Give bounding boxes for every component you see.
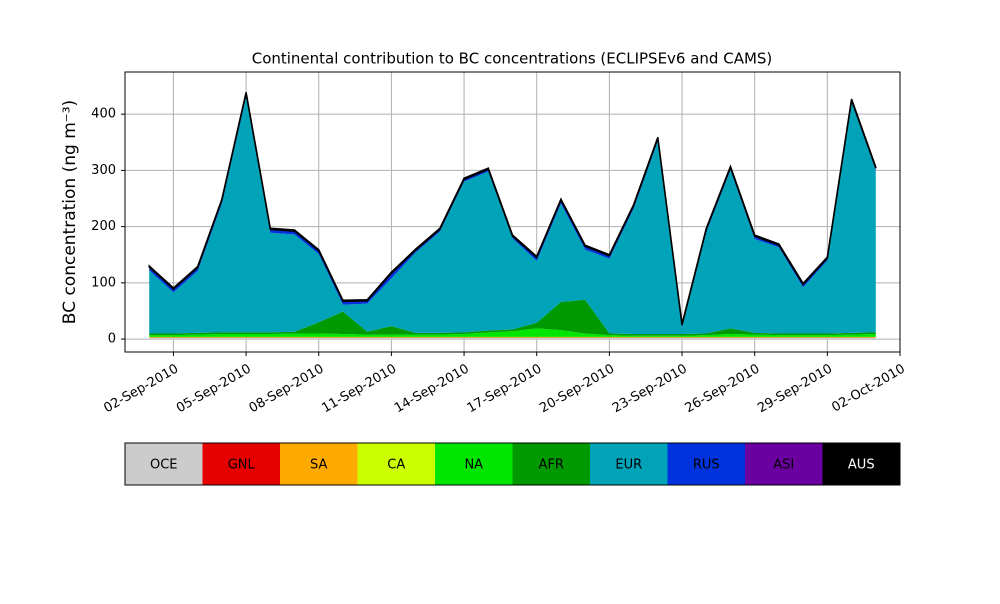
x-tick-label: 20-Sep-2010 [537,362,617,417]
legend-label: AUS [848,458,875,473]
y-tick-label: 0 [108,332,116,347]
x-tick-label: 14-Sep-2010 [392,362,472,417]
y-tick-label: 400 [91,107,116,122]
legend-label: OCE [150,458,178,473]
y-tick-label: 200 [91,219,116,234]
area [149,337,876,338]
x-tick-label: 11-Sep-2010 [319,362,399,417]
areas [149,92,876,339]
area [149,338,876,339]
y-tick-label: 300 [91,163,116,178]
x-tick-label: 02-Oct-2010 [829,362,907,416]
legend-label: ASI [773,458,794,473]
x-tick-label: 17-Sep-2010 [465,362,545,417]
y-axis-label: BC concentration (ng m⁻³) [60,100,80,324]
legend-label: GNL [228,458,256,473]
x-tick-label: 02-Sep-2010 [101,362,181,417]
legend-label: SA [310,458,327,473]
legend-label: EUR [615,458,642,473]
chart-title: Continental contribution to BC concentra… [252,50,773,68]
area [149,97,876,334]
x-tick-label: 23-Sep-2010 [610,362,690,417]
legend-label: RUS [693,458,720,473]
legend-label: AFR [539,458,564,473]
x-tick-label: 08-Sep-2010 [247,362,327,417]
y-tick-label: 100 [91,275,116,290]
legend-label: NA [464,458,483,473]
x-tick-label: 26-Sep-2010 [683,362,763,417]
x-tick-label: 29-Sep-2010 [755,362,835,417]
legend-label: CA [387,458,405,473]
x-tick-label: 05-Sep-2010 [174,362,254,417]
